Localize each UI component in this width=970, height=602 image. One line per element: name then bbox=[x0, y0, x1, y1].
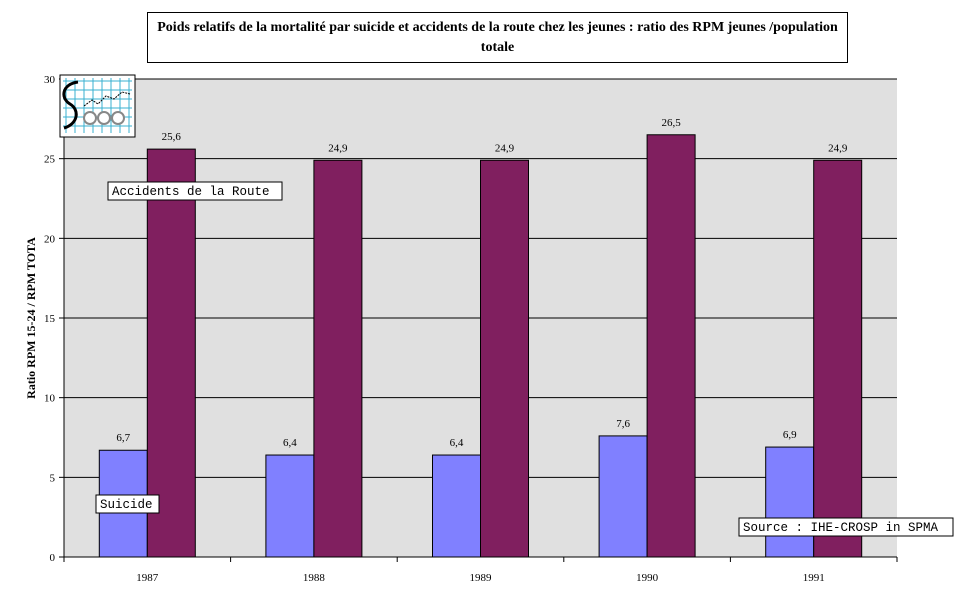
chart-title: Poids relatifs de la mortalité par suici… bbox=[157, 19, 838, 55]
data-label: 24,9 bbox=[828, 142, 848, 154]
y-tick-label: 20 bbox=[44, 233, 56, 245]
data-label: 24,9 bbox=[328, 142, 348, 154]
bar-accidents bbox=[313, 159, 363, 558]
logo bbox=[59, 74, 136, 138]
y-tick-label: 0 bbox=[50, 552, 56, 564]
data-label: 6,4 bbox=[450, 437, 464, 449]
x-tick-label: 1988 bbox=[303, 572, 326, 584]
data-label: 6,7 bbox=[116, 432, 130, 444]
x-tick-label: 1991 bbox=[803, 572, 825, 584]
series-label-suicide-box bbox=[95, 494, 160, 514]
data-label: 6,4 bbox=[283, 437, 297, 449]
bar-suicide bbox=[265, 454, 315, 558]
bar-suicide bbox=[765, 446, 815, 558]
data-label: 25,6 bbox=[162, 131, 182, 143]
y-tick-label: 30 bbox=[44, 74, 56, 86]
bar-accidents bbox=[813, 159, 863, 558]
series-label-accidents: Accidents de la Route bbox=[112, 185, 270, 199]
data-label: 7,6 bbox=[616, 418, 630, 430]
y-tick-label: 25 bbox=[44, 154, 56, 166]
series-label-suicide: Suicide bbox=[100, 498, 153, 512]
source-note: Source : IHE-CROSP in SPMA bbox=[743, 521, 939, 535]
chart-title-box: Poids relatifs de la mortalité par suici… bbox=[147, 12, 848, 63]
data-label: 26,5 bbox=[661, 117, 681, 129]
x-tick-label: 1987 bbox=[136, 572, 159, 584]
y-tick-label: 10 bbox=[44, 393, 56, 405]
bar-accidents bbox=[646, 134, 696, 558]
series-label-accidents-box bbox=[107, 181, 283, 201]
source-note-box bbox=[738, 517, 954, 537]
bar-suicide bbox=[598, 435, 648, 558]
y-tick-label: 15 bbox=[44, 313, 56, 325]
y-tick-label: 5 bbox=[50, 472, 56, 484]
bar-suicide bbox=[432, 454, 481, 558]
data-label: 6,9 bbox=[783, 429, 797, 441]
data-label: 24,9 bbox=[495, 142, 515, 154]
x-tick-label: 1990 bbox=[636, 572, 659, 584]
y-axis-title: Ratio RPM 15-24 / RPM TOTA bbox=[24, 237, 38, 399]
x-tick-label: 1989 bbox=[470, 572, 493, 584]
bar-accidents bbox=[480, 159, 529, 558]
bar-accidents bbox=[146, 148, 196, 558]
